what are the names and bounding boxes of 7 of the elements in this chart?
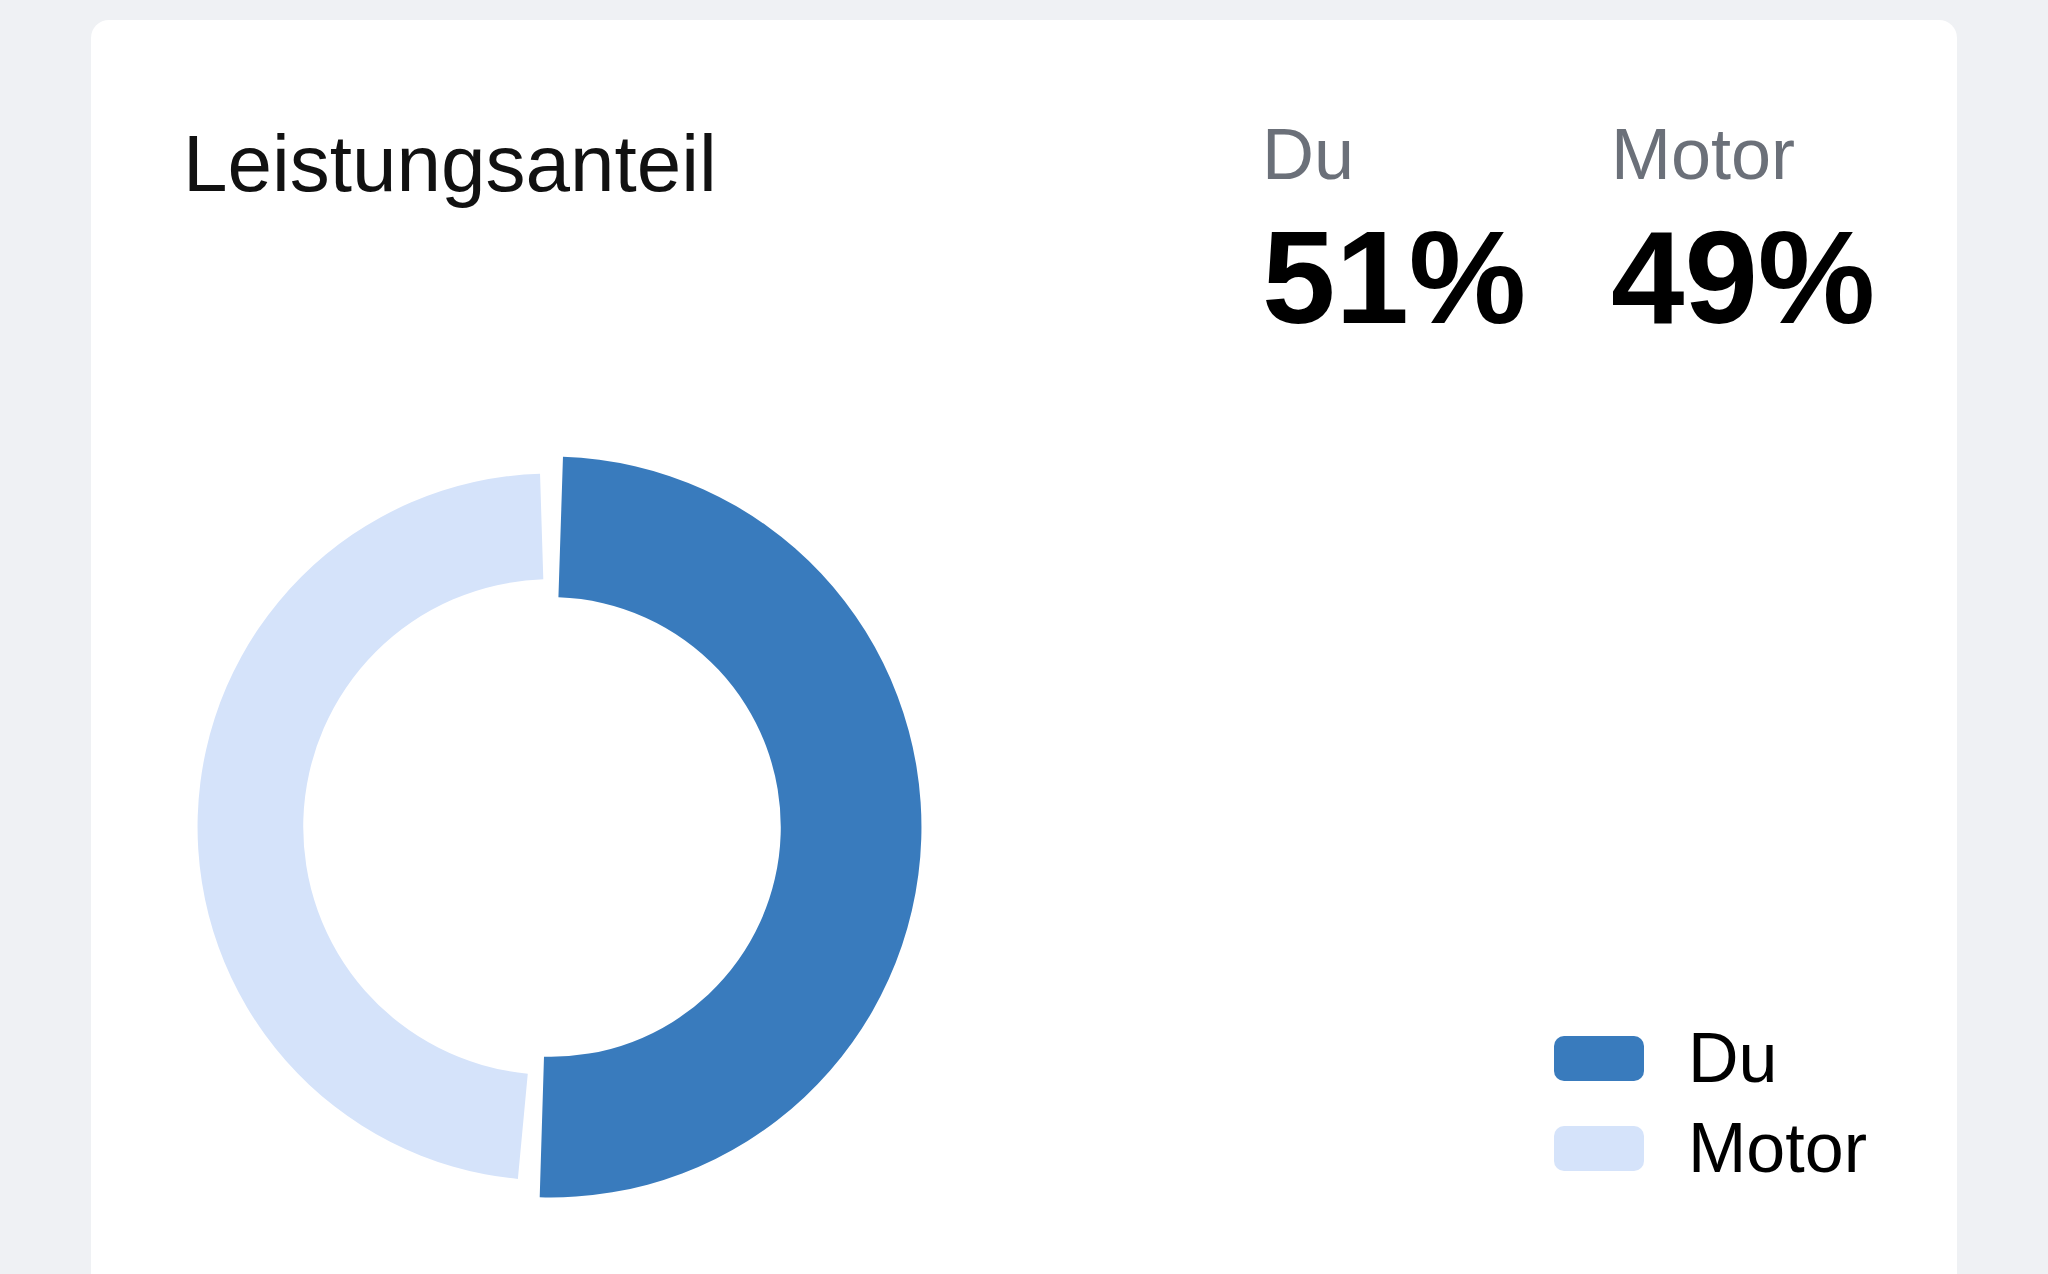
chart-title: Leistungsanteil xyxy=(183,119,717,208)
text: Du xyxy=(1262,114,1355,194)
text: 49% xyxy=(1611,204,1876,351)
legend-label: Du xyxy=(1688,1019,1778,1097)
text: 51% xyxy=(1262,204,1527,351)
text: Motor xyxy=(1611,114,1796,194)
legend-label: Motor xyxy=(1688,1109,1867,1187)
